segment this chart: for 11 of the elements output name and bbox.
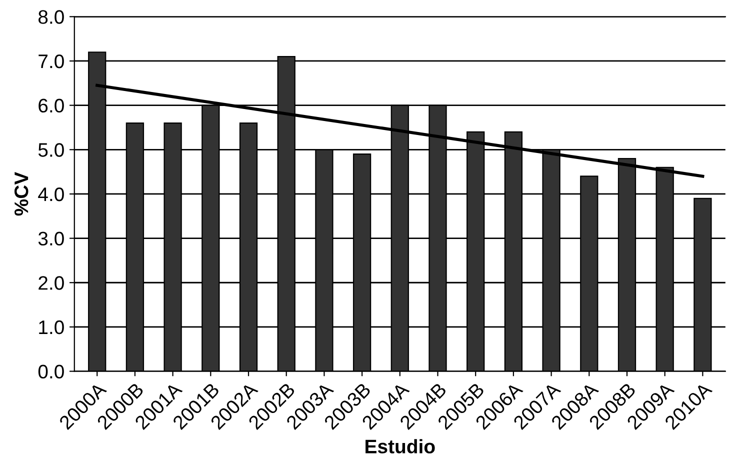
y-tick-label: 7.0 — [38, 54, 64, 68]
y-tick-label: 2.0 — [38, 276, 64, 290]
y-tick-label: 5.0 — [38, 143, 64, 157]
y-tick-label: 0.0 — [38, 364, 64, 379]
y-tick-label: 1.0 — [39, 320, 64, 334]
x-axis-title: Estudio — [366, 439, 435, 454]
y-tick-label: 4.0 — [38, 187, 64, 202]
y-tick-label: 8.0 — [38, 10, 64, 24]
y-tick-label: 6.0 — [38, 98, 64, 113]
y-axis-title: %CV — [14, 172, 28, 216]
y-tick-label: 3.0 — [38, 232, 64, 246]
